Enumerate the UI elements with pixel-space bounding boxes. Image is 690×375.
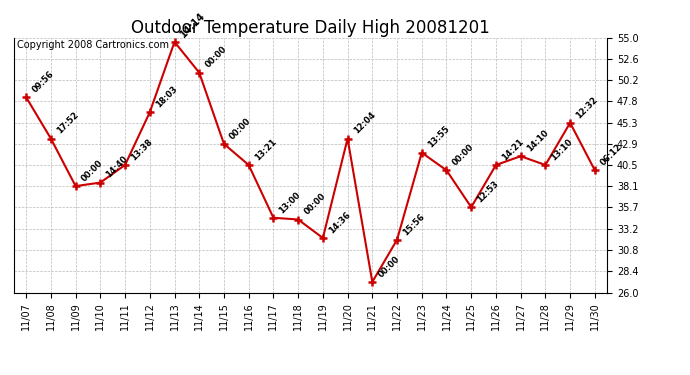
Text: 00:00: 00:00 [377,254,402,279]
Text: 00:00: 00:00 [228,116,253,141]
Text: Copyright 2008 Cartronics.com: Copyright 2008 Cartronics.com [17,40,169,50]
Text: 00:00: 00:00 [451,142,475,168]
Text: 13:21: 13:21 [253,137,278,162]
Text: 12:53: 12:53 [475,179,501,204]
Text: 12:32: 12:32 [574,95,600,120]
Text: 06:12: 06:12 [599,142,624,168]
Text: 13:38: 13:38 [129,137,155,162]
Text: 09:56: 09:56 [30,69,55,94]
Text: 14:21: 14:21 [500,137,526,162]
Text: 00:00: 00:00 [204,45,228,70]
Text: 14:10: 14:10 [525,128,550,153]
Text: 12:04: 12:04 [352,111,377,136]
Text: 14:36: 14:36 [327,210,353,235]
Text: 14:14: 14:14 [179,10,208,39]
Text: 00:00: 00:00 [302,192,327,217]
Text: 13:00: 13:00 [277,190,303,215]
Text: 00:00: 00:00 [80,158,105,183]
Text: 15:56: 15:56 [401,211,426,237]
Title: Outdoor Temperature Daily High 20081201: Outdoor Temperature Daily High 20081201 [131,20,490,38]
Text: 17:52: 17:52 [55,111,80,136]
Text: 13:10: 13:10 [549,137,575,162]
Text: 18:03: 18:03 [154,84,179,109]
Text: 14:40: 14:40 [104,154,130,180]
Text: 13:55: 13:55 [426,124,451,150]
